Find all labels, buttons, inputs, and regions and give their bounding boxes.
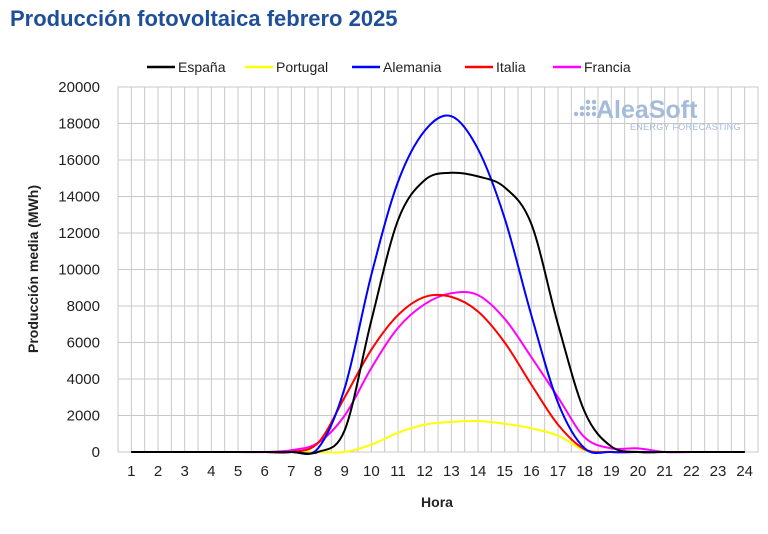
x-tick-label: 17	[550, 463, 567, 480]
y-tick-label: 16000	[58, 152, 100, 169]
x-tick-label: 2	[154, 463, 162, 480]
y-tick-labels: 0 2000 4000 6000 8000 10000 12000 14000 16000 180…	[58, 79, 100, 461]
x-tick-label: 1	[127, 463, 135, 480]
x-tick-labels: 1 2 3 4 5 6 7 8 9 10 11 12 13 14 15 16 17 18 19 20 21 22 23 24	[127, 463, 753, 480]
logo-dot	[585, 105, 591, 111]
x-tick-label: 5	[234, 463, 242, 480]
legend-item-francia: Francia	[553, 59, 631, 75]
series-lines	[131, 114, 745, 456]
legend-item-alemania: Alemania	[352, 59, 442, 75]
y-tick-label: 4000	[67, 371, 100, 388]
y-tick-label: 14000	[58, 189, 100, 206]
x-tick-label: 15	[496, 463, 513, 480]
logo-dot	[591, 105, 597, 111]
legend-label: Alemania	[383, 59, 442, 75]
logo-name: AleaSoft	[596, 96, 698, 124]
x-tick-label: 8	[314, 463, 322, 480]
legend-label: Italia	[496, 59, 526, 75]
x-tick-label: 18	[576, 463, 593, 480]
legend-item-españa: España	[147, 59, 226, 75]
x-tick-label: 23	[710, 463, 727, 480]
logo-dot	[585, 111, 591, 117]
x-tick-label: 12	[416, 463, 433, 480]
y-tick-label: 20000	[58, 79, 100, 96]
y-tick-label: 12000	[58, 225, 100, 242]
x-tick-label: 6	[260, 463, 268, 480]
logo-dot	[579, 105, 585, 111]
page-title: Producción fotovoltaica febrero 2025	[10, 6, 398, 31]
legend-item-italia: Italia	[465, 59, 526, 75]
y-tick-label: 2000	[67, 408, 100, 425]
logo-dot	[591, 99, 597, 105]
logo-dot	[585, 99, 591, 105]
logo-dot	[591, 111, 597, 117]
x-tick-label: 20	[630, 463, 647, 480]
x-tick-label: 24	[736, 463, 753, 480]
grid	[117, 86, 759, 453]
y-tick-label: 0	[92, 444, 100, 461]
y-tick-label: 18000	[58, 116, 100, 133]
x-tick-label: 11	[390, 463, 406, 480]
x-tick-label: 19	[603, 463, 620, 480]
x-tick-label: 14	[470, 463, 487, 480]
legend-label: Francia	[584, 59, 631, 75]
y-axis-label: Producción media (MWh)	[25, 185, 41, 353]
aleasoft-logo: AleaSoft ENERGY FORECASTING	[573, 96, 741, 132]
legend-label: España	[178, 59, 226, 75]
logo-dot	[573, 111, 579, 117]
x-tick-label: 16	[523, 463, 540, 480]
logo-dots-icon	[573, 99, 597, 117]
series-line-españa	[131, 171, 745, 455]
x-tick-label: 22	[683, 463, 700, 480]
x-tick-label: 3	[180, 463, 188, 480]
x-tick-label: 7	[287, 463, 295, 480]
legend-item-portugal: Portugal	[245, 59, 328, 75]
x-axis-label: Hora	[421, 494, 453, 510]
logo-dot	[579, 111, 585, 117]
legend: España Portugal Alemania Italia Francia	[147, 59, 631, 75]
x-tick-label: 4	[207, 463, 215, 480]
x-tick-label: 13	[443, 463, 460, 480]
y-tick-label: 10000	[58, 262, 100, 279]
x-tick-label: 10	[363, 463, 380, 480]
y-tick-label: 6000	[67, 335, 100, 352]
logo-tagline: ENERGY FORECASTING	[630, 122, 741, 132]
y-tick-label: 8000	[67, 298, 100, 315]
x-tick-label: 9	[340, 463, 348, 480]
legend-label: Portugal	[276, 59, 328, 75]
x-tick-label: 21	[656, 463, 673, 480]
